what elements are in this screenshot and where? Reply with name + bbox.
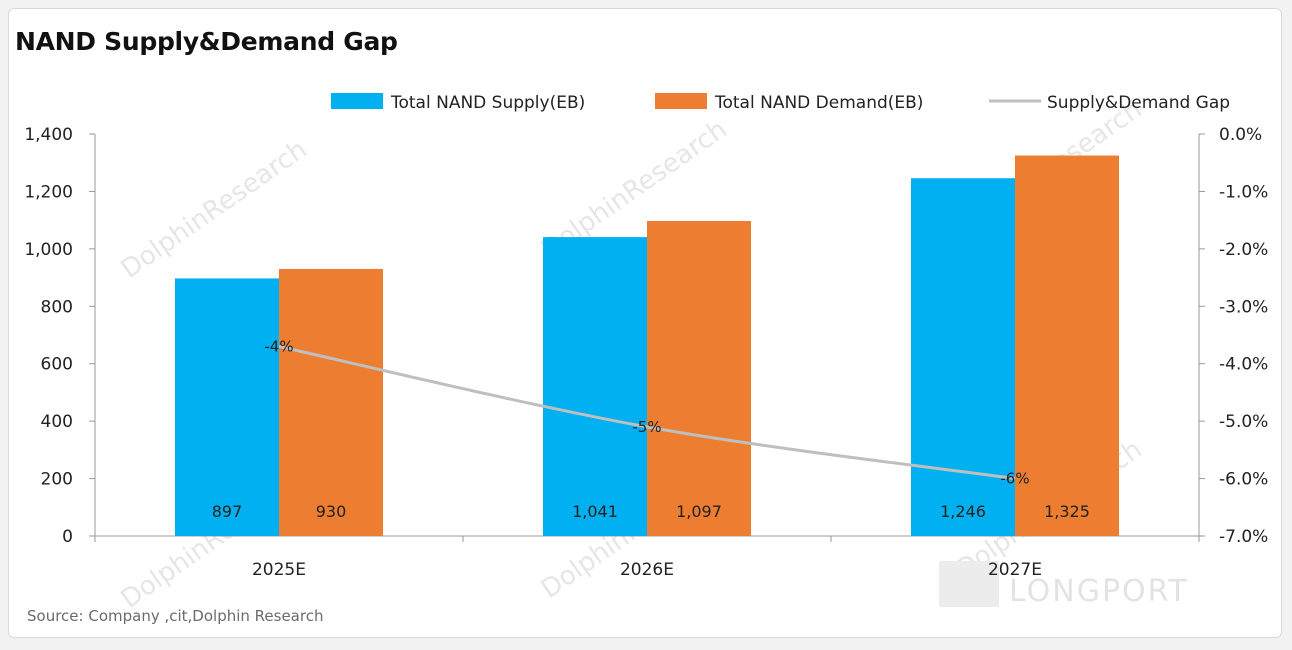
y-right-tick-label: 0.0% bbox=[1219, 125, 1262, 145]
gap-data-label: -5% bbox=[632, 418, 661, 436]
bar-demand bbox=[1015, 155, 1119, 537]
legend-label-gap: Supply&Demand Gap bbox=[1047, 93, 1230, 113]
y-right-tick-label: -4.0% bbox=[1219, 355, 1268, 375]
source-note: Source: Company ,cit,Dolphin Research bbox=[27, 607, 324, 625]
bar-data-label: 1,246 bbox=[940, 502, 986, 521]
chart-title: NAND Supply&Demand Gap bbox=[15, 27, 398, 56]
y-left-tick-label: 600 bbox=[41, 355, 73, 375]
x-tick-label: 2027E bbox=[988, 560, 1042, 580]
x-tick-label: 2025E bbox=[252, 560, 306, 580]
y-left-tick-label: 800 bbox=[41, 297, 73, 317]
chart-card: NAND Supply&Demand Gap DolphinResearch Do… bbox=[8, 8, 1282, 638]
chart-svg: DolphinResearch DolphinResearchDolphinRes… bbox=[24, 93, 1268, 615]
y-right-tick-label: -3.0% bbox=[1219, 297, 1268, 317]
longport-logo-text: LONGPORT bbox=[1009, 574, 1189, 609]
y-right-tick-label: -1.0% bbox=[1219, 182, 1268, 202]
longport-logo: LONGPORT bbox=[939, 561, 1189, 609]
y-right-tick-label: -5.0% bbox=[1219, 412, 1268, 432]
x-tick-label: 2026E bbox=[620, 560, 674, 580]
legend-swatch-demand bbox=[655, 93, 707, 109]
gap-line bbox=[278, 345, 1016, 481]
legend-swatch-supply bbox=[331, 93, 383, 109]
bar-data-label: 1,325 bbox=[1044, 502, 1090, 521]
longport-logo-mark bbox=[939, 561, 999, 607]
y-left-tick-label: 1,200 bbox=[24, 182, 73, 202]
bar-data-label: 1,041 bbox=[572, 502, 618, 521]
y-right-tick-label: -7.0% bbox=[1219, 527, 1268, 547]
y-left-tick-label: 200 bbox=[41, 470, 73, 490]
bar-data-label: 897 bbox=[212, 502, 243, 521]
watermark-text: DolphinResearch bbox=[116, 134, 313, 284]
bar-data-label: 1,097 bbox=[676, 502, 722, 521]
bar-demand bbox=[279, 268, 383, 536]
gap-data-label: -4% bbox=[264, 337, 293, 355]
bar-demand bbox=[647, 221, 751, 537]
y-right-tick-label: -6.0% bbox=[1219, 470, 1268, 490]
y-left-tick-label: 1,000 bbox=[24, 240, 73, 260]
legend-label-supply: Total NAND Supply(EB) bbox=[390, 93, 585, 113]
y-right-tick-label: -2.0% bbox=[1219, 240, 1268, 260]
y-left-tick-label: 0 bbox=[62, 527, 73, 547]
y-left-tick-label: 400 bbox=[41, 412, 73, 432]
gap-data-label: -6% bbox=[1000, 470, 1029, 488]
bar-supply bbox=[175, 278, 279, 536]
bar-data-label: 930 bbox=[316, 502, 347, 521]
bar-supply bbox=[911, 178, 1015, 536]
y-left-tick-label: 1,400 bbox=[24, 125, 73, 145]
bar-supply bbox=[543, 237, 647, 536]
legend-label-demand: Total NAND Demand(EB) bbox=[714, 93, 923, 113]
